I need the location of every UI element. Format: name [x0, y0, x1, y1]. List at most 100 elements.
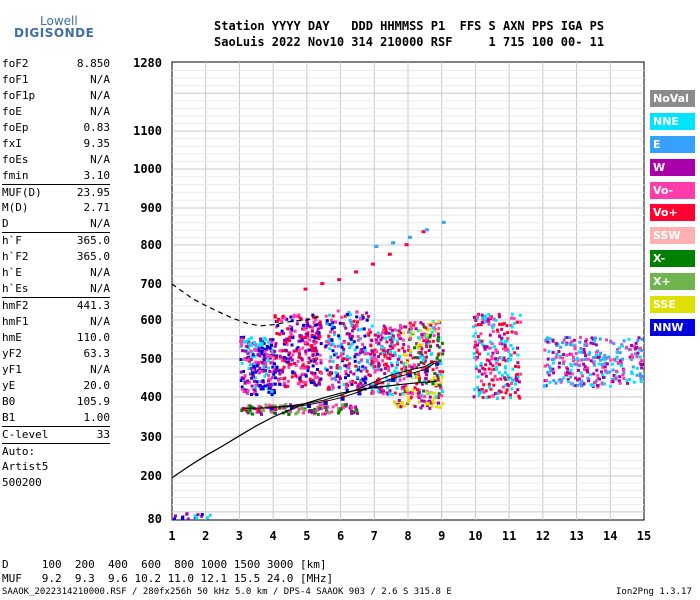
- legend-item: W: [650, 158, 695, 176]
- echo-point: [412, 365, 416, 369]
- x-tick-label: 1: [168, 529, 175, 543]
- echo-point: [495, 350, 499, 353]
- echo-point: [547, 350, 551, 353]
- echo-point: [566, 367, 570, 371]
- echo-point: [618, 359, 622, 363]
- echo-point: [355, 411, 359, 415]
- echo-point: [269, 354, 273, 358]
- echo-point: [600, 382, 604, 386]
- echo-point: [476, 375, 480, 379]
- echo-point: [374, 357, 378, 361]
- echo-point: [273, 344, 277, 348]
- echo-point: [616, 360, 620, 364]
- param-name: h`Es: [2, 282, 29, 296]
- echo-point: [549, 369, 553, 373]
- echo-point: [277, 317, 280, 321]
- echo-point: [308, 325, 312, 329]
- echo-point: [487, 367, 491, 371]
- echo-point: [297, 350, 301, 353]
- echo-point: [630, 353, 634, 357]
- echo-point: [274, 356, 278, 360]
- echo-point: [261, 407, 265, 411]
- echo-point: [278, 354, 282, 358]
- echo-point: [297, 313, 301, 317]
- echo-point: [289, 403, 292, 407]
- echo-point: [310, 409, 314, 412]
- echo-point: [439, 381, 443, 385]
- echo-point: [269, 382, 273, 386]
- echo-point: [388, 379, 392, 383]
- echo-point: [254, 383, 258, 387]
- echo-point: [355, 345, 359, 349]
- echo-point: [400, 326, 404, 330]
- echo-point: [242, 340, 246, 344]
- echo-point: [611, 380, 615, 384]
- param-value: 3.10: [83, 168, 111, 182]
- echo-point: [363, 375, 367, 379]
- echo-point: [308, 338, 312, 342]
- echo-point: [619, 361, 623, 365]
- echo-point: [282, 342, 286, 346]
- echo-point: [313, 407, 317, 411]
- param-name: foE: [2, 104, 22, 118]
- echo-point: [367, 328, 371, 332]
- echo-point: [323, 401, 328, 405]
- echo-point: [271, 365, 275, 369]
- echo-point: [275, 354, 278, 358]
- echo-point: [495, 328, 499, 332]
- echo-point: [604, 369, 607, 373]
- echo-point: [257, 370, 261, 374]
- echo-point: [384, 331, 388, 335]
- echo-point: [587, 352, 591, 356]
- axes: 1 2 3 4 5 6 7 8 9 10 11 12 13 14 158020030040050060070…: [133, 56, 651, 543]
- param-value: 0.83: [83, 120, 111, 134]
- echo-point: [603, 361, 607, 365]
- echo-point: [381, 381, 385, 385]
- echo-point: [251, 355, 254, 359]
- echo-point: [240, 340, 244, 344]
- echo-point: [300, 336, 304, 340]
- echo-point: [378, 379, 381, 383]
- echo-point: [383, 353, 387, 357]
- echo-point: [515, 332, 519, 336]
- echo-point: [572, 338, 576, 342]
- echo-point: [495, 361, 499, 365]
- echo-point: [419, 321, 423, 325]
- echo-point: [324, 344, 328, 348]
- param-row: D N/A: [2, 216, 110, 232]
- echo-point: [317, 337, 321, 341]
- echo-point: [498, 356, 502, 360]
- echo-point: [324, 314, 328, 318]
- echo-point: [424, 351, 428, 354]
- x-tick-label: 8: [404, 529, 411, 543]
- echo-point: [350, 379, 354, 383]
- echo-point: [492, 317, 496, 321]
- param-row: C-level 33: [2, 425, 110, 443]
- echo-point: [476, 343, 480, 347]
- echo-point: [334, 352, 338, 356]
- echo-point: [358, 337, 362, 341]
- echo-point: [270, 393, 274, 397]
- echo-point: [570, 352, 574, 356]
- echo-point: [247, 367, 251, 371]
- echo-point: [250, 384, 254, 388]
- echo-point: [307, 356, 311, 360]
- echo-point: [569, 369, 573, 372]
- echo-point: [306, 322, 310, 326]
- echo-point: [429, 401, 433, 405]
- echo-point: [422, 332, 426, 336]
- echo-point: [257, 410, 261, 414]
- echo-point: [621, 357, 624, 361]
- parameter-panel: foF2 8.850 foF1 N/A foF1p N/A foE N/A foEp 0.83 fx…: [2, 56, 110, 491]
- echo-point: [268, 338, 272, 342]
- echo-point: [344, 376, 347, 380]
- echo-point: [472, 395, 476, 399]
- echo-point: [315, 349, 319, 353]
- echo-point: [263, 347, 267, 351]
- echo-point: [289, 356, 293, 360]
- echo-point: [291, 353, 295, 357]
- echo-point: [479, 323, 483, 327]
- echo-point: [278, 349, 282, 353]
- echo-point: [297, 407, 301, 411]
- echo-point: [338, 366, 342, 370]
